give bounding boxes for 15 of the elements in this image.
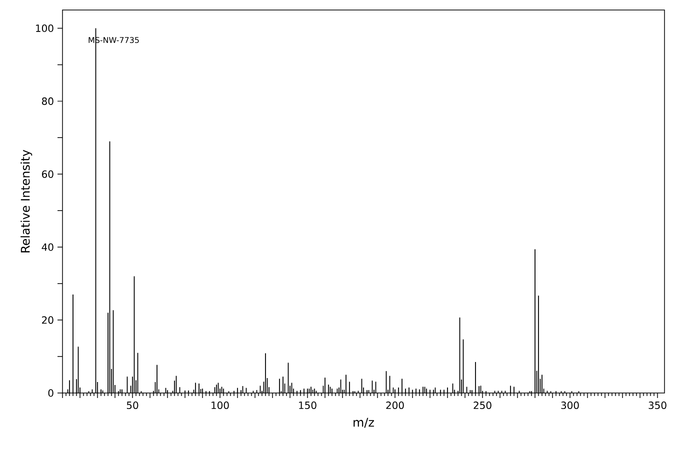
y-tick-label: 40 bbox=[42, 243, 54, 251]
x-tick-label: 100 bbox=[212, 402, 229, 410]
y-tick-label: 20 bbox=[42, 316, 54, 324]
y-tick-label: 60 bbox=[42, 170, 54, 178]
x-tick-label: 200 bbox=[386, 402, 404, 410]
x-tick-label: 300 bbox=[561, 402, 579, 410]
x-tick-label: 350 bbox=[648, 402, 666, 410]
x-tick-label: 50 bbox=[126, 402, 138, 410]
x-tick-label: 250 bbox=[474, 402, 492, 410]
y-tick-label: 100 bbox=[36, 24, 54, 32]
y-tick-label: 80 bbox=[42, 97, 54, 105]
x-tick-label: 150 bbox=[299, 402, 316, 410]
x-axis-title: m/z bbox=[354, 418, 374, 428]
y-tick-label: 0 bbox=[48, 389, 54, 397]
y-axis-title: Relative Intensity bbox=[20, 150, 32, 252]
